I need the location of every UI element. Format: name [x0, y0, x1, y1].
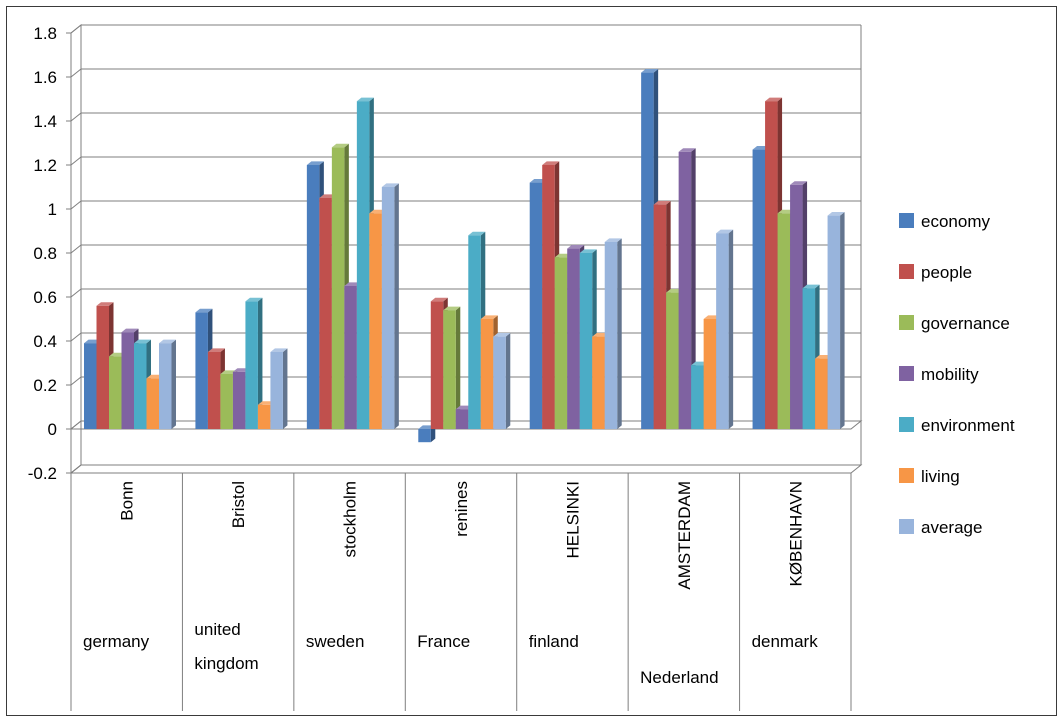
gridline-depth [70, 156, 82, 166]
y-tick-label: 1.2 [33, 156, 57, 175]
bar-chart: -0.2 0 0.2 0.4 0.6 0.8 1 1.2 1.4 1.6 1.8 Bonn germa… [28, 23, 1015, 711]
x-group-label-country: Nederland [640, 668, 718, 687]
y-tick-label: -0.2 [28, 464, 57, 483]
x-group-label-country: France [417, 632, 470, 651]
bar-average-bristol [270, 348, 288, 429]
legend-swatch [899, 417, 914, 432]
y-tick-label: 0.4 [33, 332, 57, 351]
legend-label: economy [921, 212, 990, 231]
y-tick-label: 0.8 [33, 244, 57, 263]
x-axis-category-table: Bonn germany Bristol united kingdom stockholm… [70, 473, 852, 711]
legend-label: mobility [921, 365, 979, 384]
legend-swatch [899, 315, 914, 330]
legend-label: average [921, 518, 982, 537]
gridline-depth [70, 332, 82, 342]
legend-entry-economy: economy [899, 212, 990, 231]
legend-entry-people: people [899, 263, 972, 282]
y-tick-label: 1 [48, 200, 57, 219]
y-tick-label: 1.4 [33, 112, 57, 131]
gridline-depth [70, 376, 82, 386]
y-tick-label: 0.2 [33, 376, 57, 395]
x-tick-label-city: Bonn [118, 481, 137, 521]
bar-governance-renines [443, 306, 461, 429]
gridline-depth [70, 200, 82, 210]
y-tick-label: 1.6 [33, 68, 57, 87]
bar-average-helsinki [604, 238, 622, 429]
x-tick-label-city: renines [452, 481, 471, 537]
legend-swatch [899, 213, 914, 228]
x-group-label-country: sweden [306, 632, 365, 651]
legend-swatch [899, 366, 914, 381]
legend-swatch [899, 519, 914, 534]
y-tick-label: 0.6 [33, 288, 57, 307]
y-axis: -0.2 0 0.2 0.4 0.6 0.8 1 1.2 1.4 1.6 1.8 [28, 24, 72, 483]
x-group-label-country: germany [83, 632, 150, 651]
y-tick-label: 1.8 [33, 24, 57, 43]
gridline-depth [70, 288, 82, 298]
legend-label: environment [921, 416, 1015, 435]
x-group-label-country: finland [529, 632, 579, 651]
bar-average-bonn [159, 339, 176, 429]
x-tick-label-city: AMSTERDAM [675, 481, 694, 590]
legend-entry-living: living [899, 467, 960, 486]
bar-average-stockholm [381, 183, 399, 429]
legend-entry-mobility: mobility [899, 365, 979, 384]
x-tick-label-city: Bristol [229, 481, 248, 528]
floor [69, 464, 863, 474]
y-tick-label: 0 [48, 420, 57, 439]
bar-environment-bristol [245, 297, 263, 429]
x-tick-label-city: stockholm [341, 481, 360, 558]
legend-label: people [921, 263, 972, 282]
legend-entry-governance: governance [899, 314, 1010, 333]
x-tick-label-city: KØBENHAVN [786, 481, 805, 587]
x-tick-label-city: HELSINKI [563, 481, 582, 558]
gridline-depth [70, 24, 82, 34]
legend: economy people governance mobility environme… [899, 212, 1015, 537]
chart-frame: -0.2 0 0.2 0.4 0.6 0.8 1 1.2 1.4 1.6 1.8 Bonn germa… [6, 6, 1057, 716]
gridline-depth [70, 112, 82, 122]
bar-average-renines [493, 333, 511, 429]
bar-mobility-amsterdam [678, 148, 696, 430]
legend-entry-environment: environment [899, 416, 1015, 435]
gridline-depth [70, 244, 82, 254]
bar-average-amsterdam [716, 229, 734, 429]
legend-entry-average: average [899, 518, 982, 537]
bars [84, 69, 845, 443]
legend-swatch [899, 468, 914, 483]
x-group-label-country: united kingdom [194, 620, 258, 673]
legend-label: governance [921, 314, 1010, 333]
legend-label: living [921, 467, 960, 486]
gridline-depth [70, 68, 82, 78]
x-group-label-country: denmark [752, 632, 819, 651]
bar-average-københavn [827, 212, 845, 429]
legend-swatch [899, 264, 914, 279]
